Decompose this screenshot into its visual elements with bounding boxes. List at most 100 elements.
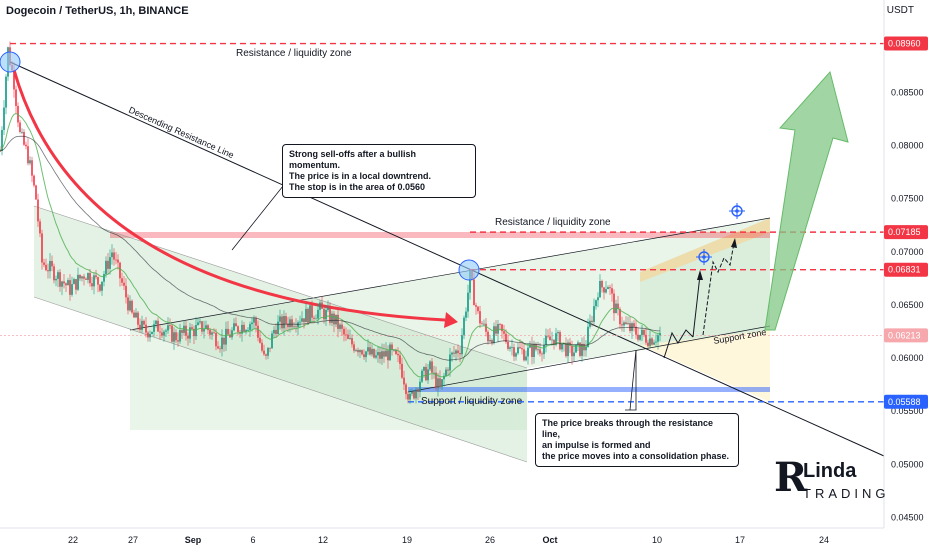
candle-body: [101, 281, 103, 291]
candle-body: [425, 366, 427, 381]
candle-body: [581, 343, 583, 356]
logo-line2: TRADING: [803, 486, 890, 501]
candle-body: [623, 322, 625, 326]
candle-body: [337, 314, 339, 329]
candle-body: [133, 312, 135, 318]
candle-body: [635, 326, 637, 335]
candle-body: [585, 346, 587, 351]
candle-body: [217, 346, 219, 349]
candle-body: [399, 355, 401, 364]
x-tick-label: 17: [735, 535, 745, 545]
candle-body: [473, 279, 475, 306]
peak-marker-circle: [0, 51, 21, 73]
candle-body: [331, 313, 333, 323]
candle-body: [143, 320, 145, 325]
resistance-mid-label: Resistance / liquidity zone: [495, 217, 611, 228]
candle-body: [129, 300, 131, 311]
candle-body: [529, 344, 531, 348]
candle-body: [503, 331, 505, 334]
candle-body: [219, 348, 221, 350]
candle-body: [603, 287, 605, 293]
y-tick-label: 0.05000: [891, 459, 924, 469]
candle-body: [347, 334, 349, 339]
candle-body: [381, 351, 383, 359]
candle-body: [253, 318, 255, 323]
candle-body: [259, 337, 261, 343]
candle-body: [207, 325, 209, 330]
candle-body: [345, 334, 347, 336]
candle-body: [1, 129, 3, 152]
candle-body: [5, 76, 7, 108]
candle-body: [577, 342, 579, 345]
candle-body: [149, 333, 151, 338]
candle-body: [39, 221, 41, 234]
x-tick-label: 24: [819, 535, 829, 545]
descending-resistance-line: [9, 61, 885, 457]
candle-body: [205, 325, 207, 330]
candle-body: [275, 329, 277, 335]
x-tick-label: 19: [402, 535, 412, 545]
price-tag: [884, 262, 928, 277]
price-tag: [884, 328, 928, 343]
candle-body: [299, 321, 301, 323]
candle-body: [63, 281, 65, 284]
candle-body: [81, 276, 83, 279]
y-tick-label: 0.06000: [891, 353, 924, 363]
candle-body: [443, 375, 445, 380]
candle-body: [297, 322, 299, 328]
candle-body: [113, 252, 115, 260]
candle-body: [573, 352, 575, 357]
candle-body: [589, 320, 591, 327]
candle-body: [645, 334, 647, 343]
candle-body: [241, 324, 243, 334]
candle-body: [29, 160, 31, 164]
candle-body: [3, 107, 5, 130]
candle-body: [199, 321, 201, 323]
candle-body: [439, 378, 441, 387]
support-zone-right: [640, 330, 770, 402]
candle-body: [639, 334, 641, 340]
candle-body: [59, 272, 61, 287]
candle-body: [417, 389, 419, 392]
candle-body: [33, 175, 35, 186]
forecast-path: [663, 329, 694, 359]
candle-body: [385, 350, 387, 357]
candle-body: [607, 287, 609, 290]
candle-body: [147, 332, 149, 338]
candle-body: [21, 131, 23, 133]
candle-body: [637, 334, 639, 340]
orange-zone-right: [640, 218, 770, 282]
candle-body: [539, 349, 541, 354]
candle-body: [267, 347, 269, 356]
candle-body: [105, 260, 107, 275]
candle-body: [377, 352, 379, 356]
x-tick-label: Sep: [185, 535, 202, 545]
forecast-arrow-1: [697, 270, 703, 280]
candle-body: [97, 277, 99, 285]
candle-body: [25, 144, 27, 147]
candles: [0, 41, 661, 404]
candle-body: [261, 342, 263, 351]
candle-body: [453, 352, 455, 354]
candle-body: [311, 305, 313, 318]
price-tag-label: 0.07185: [888, 227, 921, 237]
candle-body: [525, 356, 527, 361]
candle-body: [391, 344, 393, 350]
candle-body: [287, 323, 289, 328]
candle-body: [507, 341, 509, 349]
candle-body: [89, 273, 91, 284]
candle-body: [467, 292, 469, 312]
candle-body: [321, 302, 323, 309]
candle-body: [441, 379, 443, 387]
y-tick-label: 0.08500: [891, 87, 924, 97]
candle-body: [195, 325, 197, 337]
candle-body: [289, 319, 291, 328]
candle-body: [369, 347, 371, 355]
candle-body: [269, 347, 271, 349]
candle-body: [357, 350, 359, 353]
candle-body: [83, 276, 85, 279]
price-tag: [884, 394, 928, 409]
candle-body: [591, 320, 593, 322]
candle-body: [69, 280, 71, 295]
candle-body: [93, 275, 95, 287]
